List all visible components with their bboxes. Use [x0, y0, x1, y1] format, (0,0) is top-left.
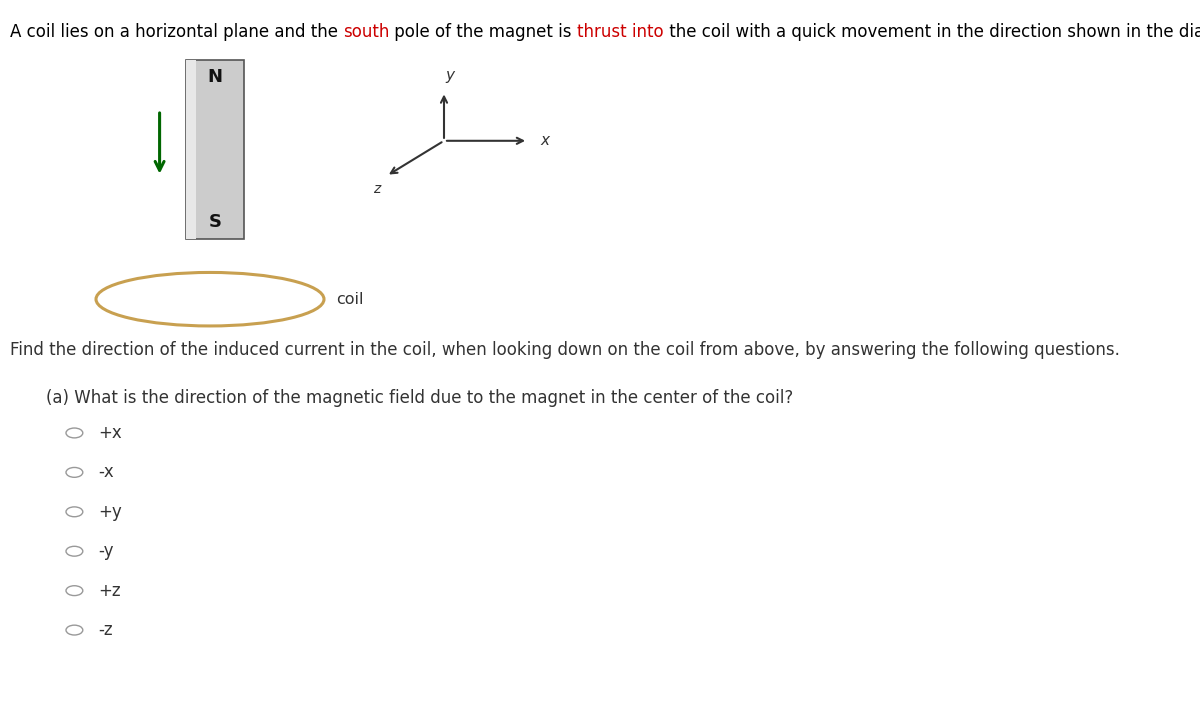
Text: x: x	[540, 133, 550, 149]
Text: Find the direction of the induced current in the coil, when looking down on the : Find the direction of the induced curren…	[10, 341, 1120, 360]
Text: +x: +x	[98, 424, 122, 442]
Text: thrust into: thrust into	[577, 23, 664, 41]
Text: +y: +y	[98, 503, 122, 521]
Text: coil: coil	[336, 291, 364, 307]
Text: the coil with a quick movement in the direction shown in the diagram below.: the coil with a quick movement in the di…	[664, 23, 1200, 41]
Text: y: y	[445, 68, 455, 83]
Text: -x: -x	[98, 463, 114, 482]
Text: +z: +z	[98, 582, 121, 600]
Text: N: N	[208, 68, 222, 87]
Text: A coil lies on a horizontal plane and the: A coil lies on a horizontal plane and th…	[10, 23, 343, 41]
Text: z: z	[373, 182, 380, 196]
Text: -y: -y	[98, 542, 114, 560]
Text: -z: -z	[98, 621, 113, 639]
Bar	[186, 60, 197, 239]
Text: pole of the magnet is: pole of the magnet is	[389, 23, 577, 41]
Text: (a) What is the direction of the magnetic field due to the magnet in the center : (a) What is the direction of the magneti…	[46, 389, 793, 408]
Text: S: S	[209, 213, 221, 231]
Text: south: south	[343, 23, 389, 41]
Bar	[186, 60, 244, 239]
